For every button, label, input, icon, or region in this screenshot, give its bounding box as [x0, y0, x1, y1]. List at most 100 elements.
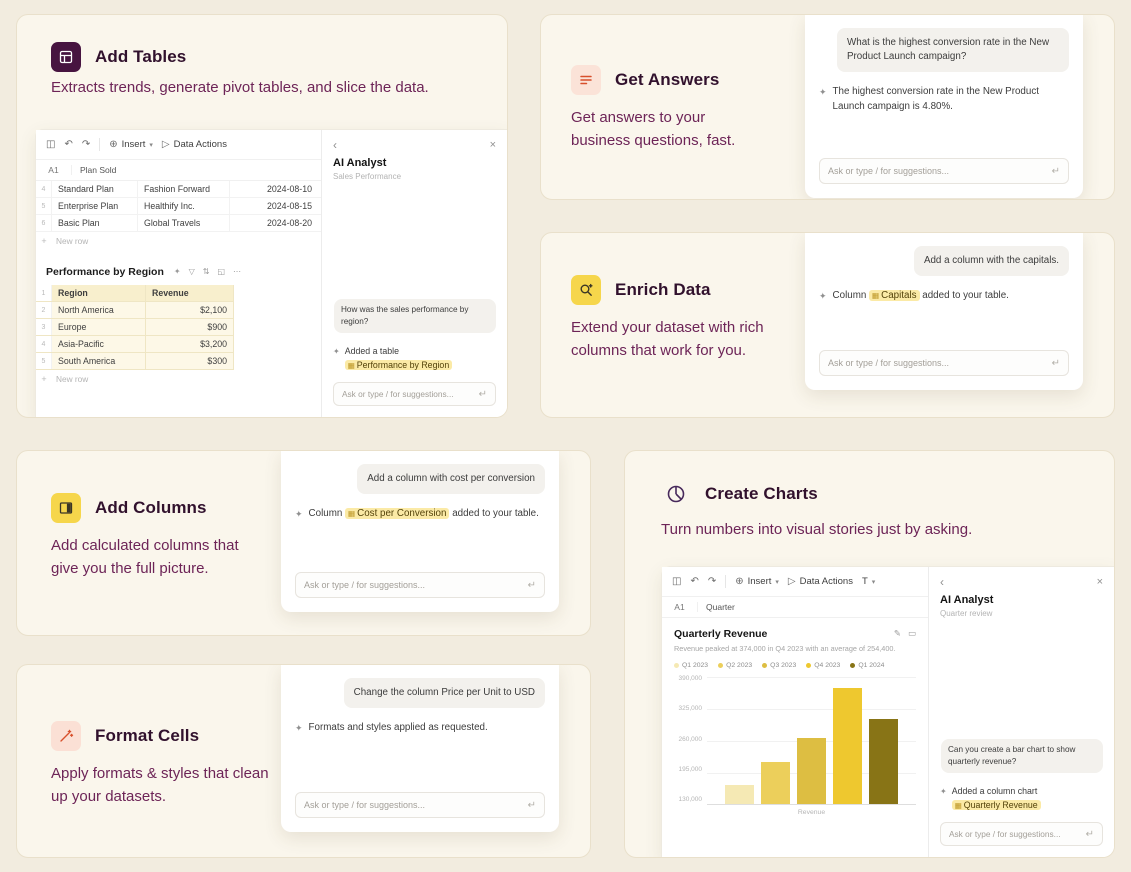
back-icon[interactable]: ‹: [333, 138, 337, 152]
filter-icon[interactable]: ▽: [188, 267, 195, 276]
insert-button[interactable]: ⊕ Insert ▾: [735, 576, 779, 587]
sidebar-toggle-icon[interactable]: ◫: [46, 138, 56, 150]
undo-icon[interactable]: ↶: [64, 138, 73, 150]
ai-response: ✦ Column ▦ Capitals added to your table.: [819, 289, 1069, 305]
chevron-down-icon: ▾: [775, 577, 779, 586]
legend-item: Q4 2023: [806, 662, 840, 669]
back-icon[interactable]: ‹: [940, 575, 944, 589]
add-columns-description: Add calculated columns that give you the…: [51, 537, 239, 577]
ask-input[interactable]: ↵: [333, 382, 496, 406]
cell: 2024-08-20: [267, 218, 312, 228]
table-title: Performance by Region: [46, 266, 164, 278]
cell: 2024-08-15: [267, 201, 312, 211]
insert-button[interactable]: ⊕ Insert ▾: [109, 139, 153, 150]
return-key-icon: ↵: [478, 388, 487, 400]
row-number: 3: [36, 319, 52, 335]
formula-bar[interactable]: A1 Plan Sold: [36, 160, 321, 181]
add-columns-title: Add Columns: [95, 498, 207, 517]
format-cells-icon: [51, 721, 81, 751]
redo-icon[interactable]: ↷: [81, 138, 91, 150]
data-actions-label: Data Actions: [173, 139, 227, 150]
ask-input[interactable]: ↵: [940, 822, 1103, 846]
row-number: 1: [36, 285, 52, 301]
cell: North America: [52, 302, 146, 318]
ai-response: ✦ Added a column chart ▦ Quarterly Revenu…: [940, 784, 1103, 812]
cell-reference: A1: [662, 602, 698, 612]
chart-plot: 390,000 325,000 260,000 195,000 130,000: [674, 675, 916, 805]
chart-x-label: Revenue: [797, 809, 826, 816]
suggestion-input[interactable]: [304, 800, 522, 810]
ai-text: Column: [832, 290, 867, 302]
add-columns-mockup: Add a column with cost per conversion ✦ …: [281, 451, 559, 612]
new-row-button[interactable]: + New row: [36, 370, 234, 387]
panel-title: AI Analyst: [333, 157, 387, 169]
legend-dot: [718, 663, 724, 668]
legend-dot: [806, 663, 812, 668]
ask-input[interactable]: ↵: [295, 572, 545, 598]
chevron-down-icon: ▾: [149, 140, 153, 149]
get-answers-icon: [571, 65, 601, 95]
table-row: 2 North America $2,100: [36, 302, 234, 319]
suggestion-input[interactable]: [828, 358, 1046, 368]
chart-subtitle: Revenue peaked at 374,000 in Q4 2023 wit…: [674, 644, 896, 653]
suggestion-input[interactable]: [949, 829, 1080, 839]
suggestion-input[interactable]: [342, 389, 473, 399]
sort-icon[interactable]: ⇅: [202, 267, 210, 276]
enrich-data-mockup: Add a column with the capitals. ✦ Column…: [805, 233, 1083, 390]
plus-icon: +: [41, 235, 47, 246]
new-row-label: New row: [56, 373, 89, 384]
chart-bar: [797, 738, 826, 804]
sidebar-toggle-icon[interactable]: ◫: [672, 575, 682, 587]
region-table: 1 Region Revenue 2 North America $2,100 …: [36, 285, 234, 387]
table-chip[interactable]: ▦ Performance by Region: [344, 359, 453, 370]
data-actions-button[interactable]: ▷ Data Actions: [788, 576, 853, 587]
sparkle-icon[interactable]: ✦: [173, 267, 181, 276]
close-icon[interactable]: ×: [489, 138, 496, 151]
cell: Healthify Inc.: [138, 198, 230, 214]
edit-icon[interactable]: ✎: [893, 628, 901, 639]
chip-label: Cost per Conversion: [357, 508, 447, 520]
expand-icon[interactable]: ◱: [217, 267, 225, 276]
add-tables-description: Extracts trends, generate pivot tables, …: [51, 79, 429, 96]
create-charts-title: Create Charts: [705, 484, 818, 503]
undo-icon[interactable]: ↶: [690, 575, 699, 587]
new-row-button[interactable]: + New row: [36, 232, 321, 249]
sparkle-icon: ✦: [819, 292, 827, 303]
user-message-bubble: What is the highest conversion rate in t…: [837, 28, 1069, 73]
play-icon: ▷: [161, 138, 170, 150]
table-header-bar: Performance by Region ✦ ▽ ⇅ ◱ ⋯: [36, 259, 321, 285]
chart-chip[interactable]: ▦ Quarterly Revenue: [951, 799, 1041, 810]
redo-icon[interactable]: ↷: [707, 575, 717, 587]
chip-label: Capitals: [881, 290, 917, 302]
chart-bar: [869, 719, 898, 804]
cell: Enterprise Plan: [52, 198, 138, 214]
frame-icon[interactable]: ▭: [907, 628, 916, 639]
enrich-data-title: Enrich Data: [615, 280, 711, 299]
close-icon[interactable]: ×: [1096, 575, 1103, 588]
cell: Basic Plan: [52, 215, 138, 231]
data-actions-button[interactable]: ▷ Data Actions: [162, 139, 227, 150]
toolbar-divider: [725, 575, 727, 588]
formula-bar[interactable]: A1 Quarter: [662, 597, 928, 618]
user-message-bubble: Change the column Price per Unit to USD: [343, 678, 545, 709]
cell-reference: A1: [36, 165, 72, 175]
ask-input[interactable]: ↵: [819, 350, 1069, 376]
row-number: 5: [36, 353, 52, 369]
ask-input[interactable]: ↵: [819, 158, 1069, 184]
row-number: 5: [36, 198, 52, 214]
column-chip[interactable]: ▦ Cost per Conversion: [345, 508, 450, 520]
legend-item: Q1 2024: [850, 662, 884, 669]
spreadsheet: ◫ ↶ ↷ ⊕ Insert ▾ ▷ Data Actions T ▾: [662, 567, 929, 857]
panel-subtitle: Sales Performance: [333, 172, 402, 181]
cell: Standard Plan: [52, 181, 138, 197]
suggestion-input[interactable]: [828, 166, 1046, 176]
create-charts-mockup: ◫ ↶ ↷ ⊕ Insert ▾ ▷ Data Actions T ▾: [661, 566, 1114, 857]
more-icon[interactable]: ⋯: [233, 267, 241, 276]
ai-text: added to your table.: [922, 290, 1009, 302]
ask-input[interactable]: ↵: [295, 792, 545, 818]
row-number: 4: [36, 181, 52, 197]
column-chip[interactable]: ▦ Capitals: [869, 290, 920, 302]
text-tool-button[interactable]: T ▾: [862, 576, 875, 587]
suggestion-input[interactable]: [304, 580, 522, 590]
card-get-answers: Get Answers Get answers to your business…: [540, 14, 1115, 200]
